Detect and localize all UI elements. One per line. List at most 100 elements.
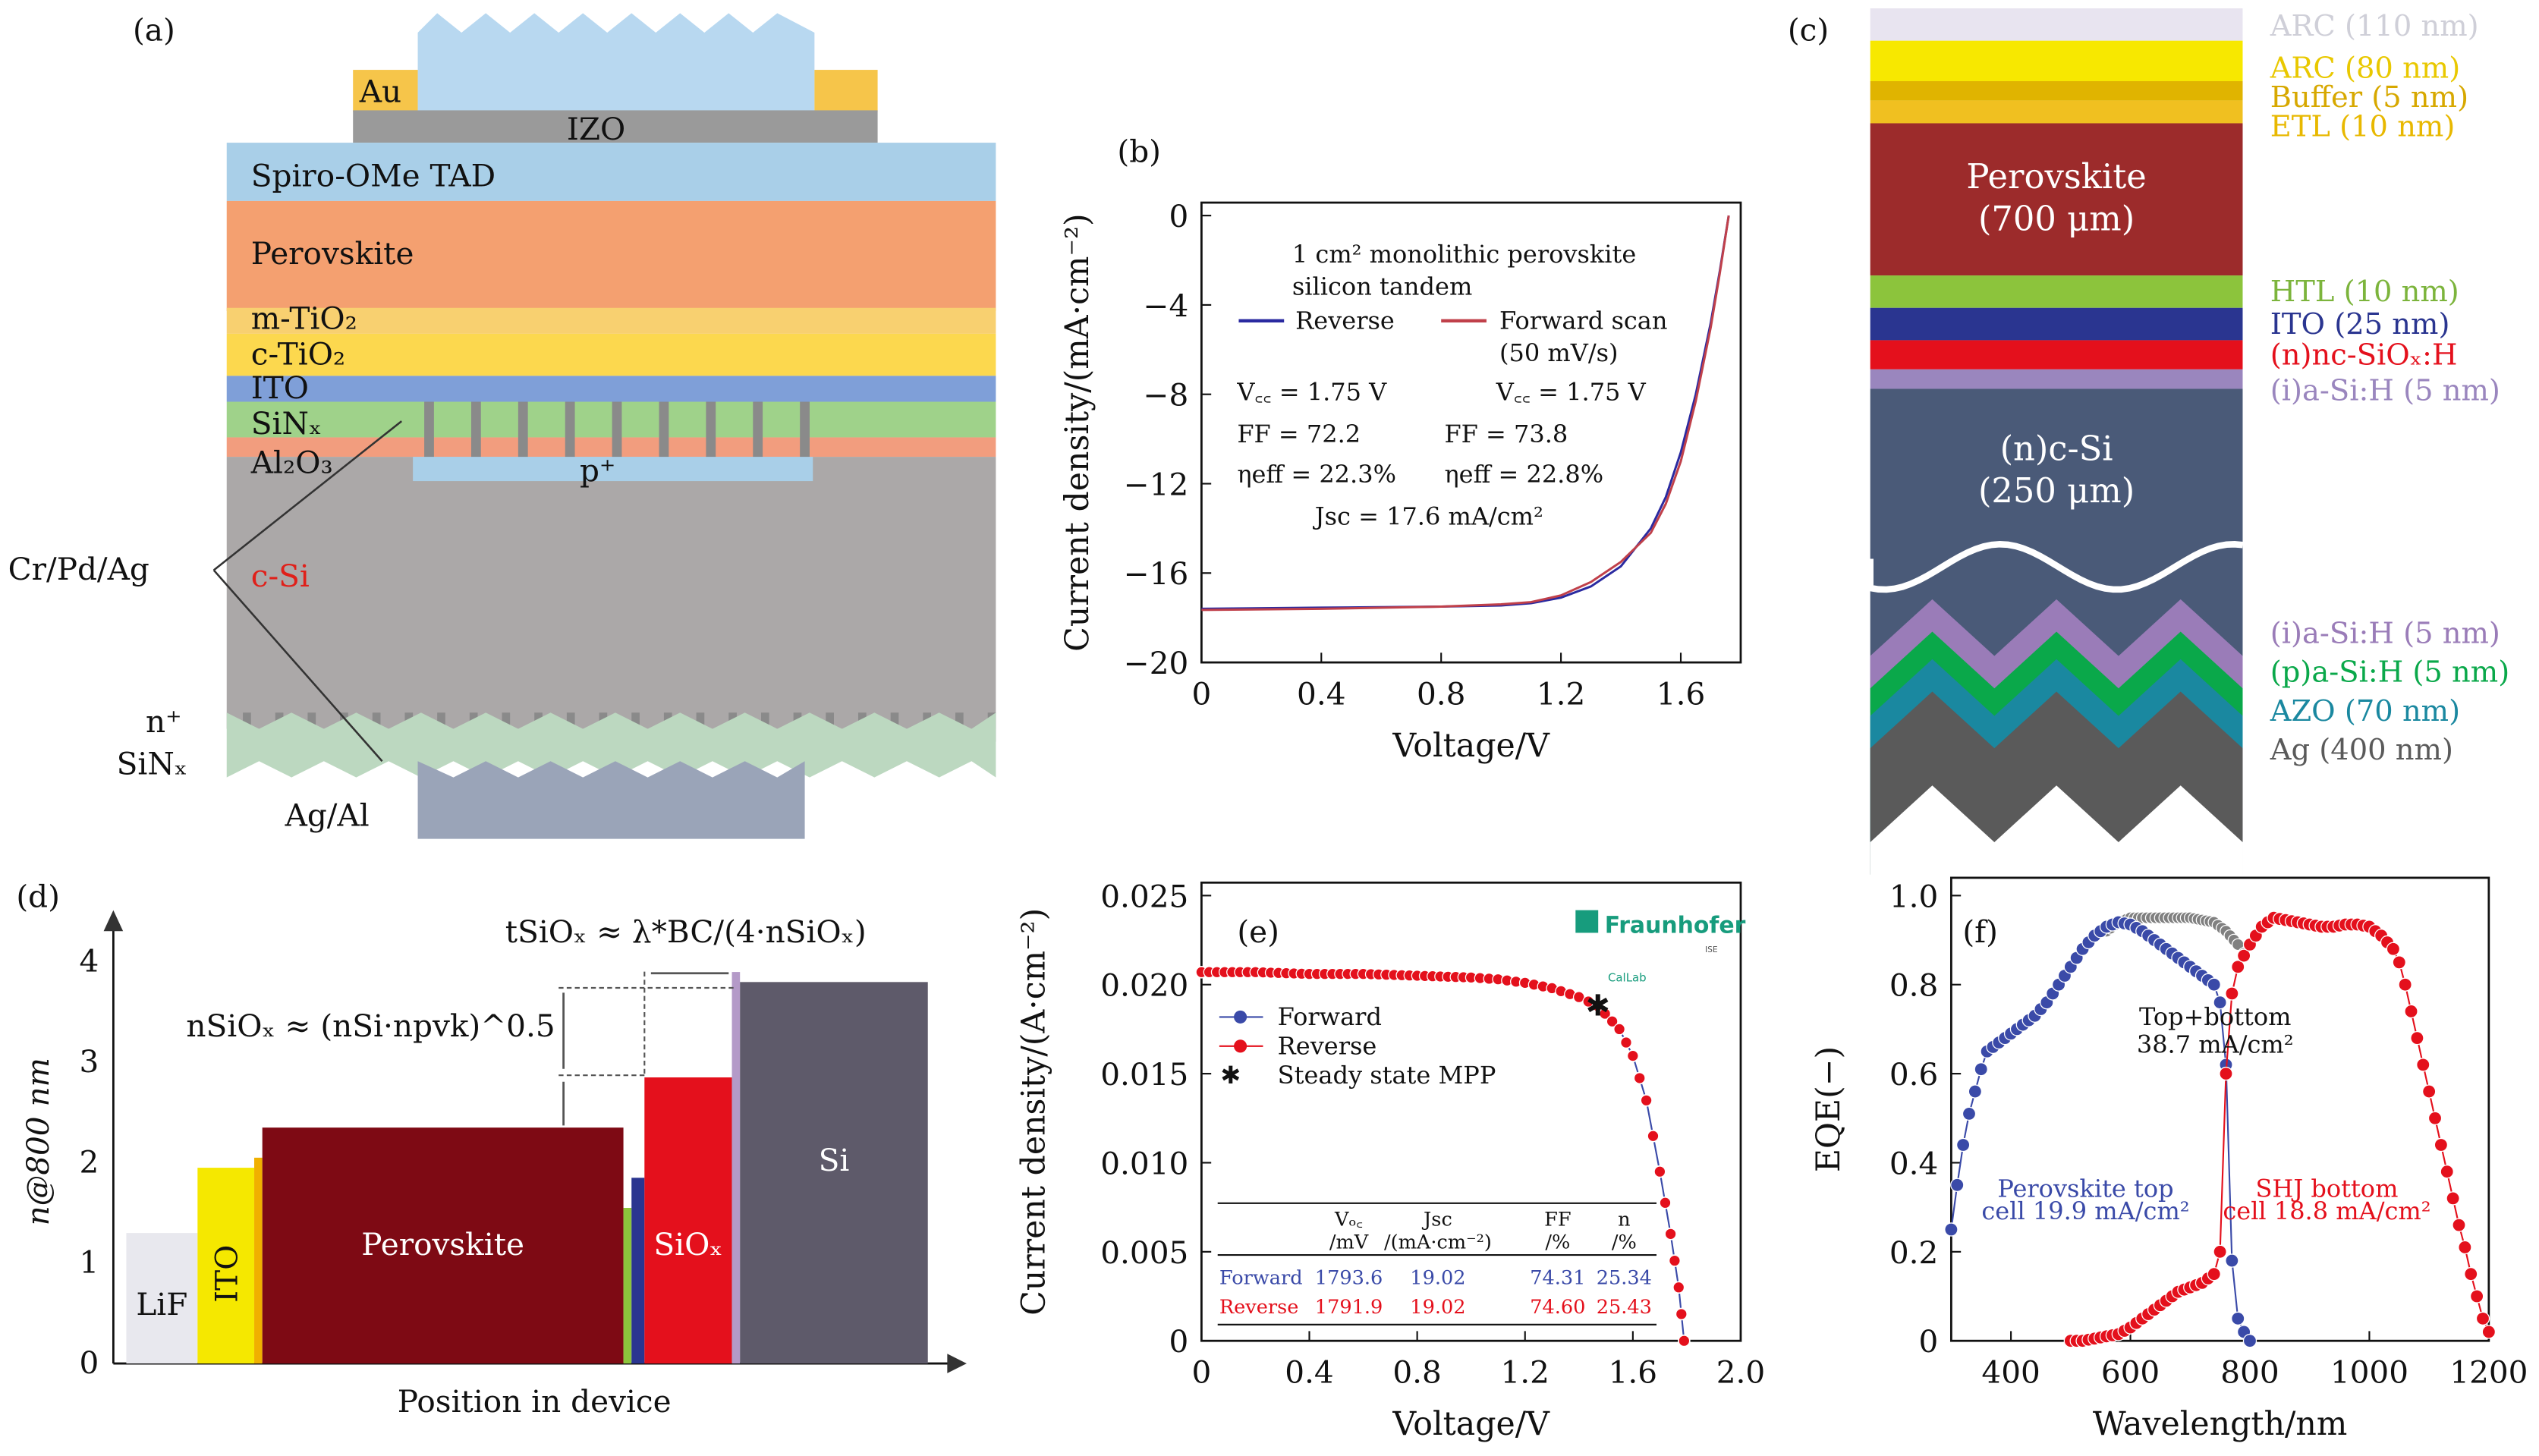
index-bar bbox=[126, 1233, 198, 1364]
data-point-shj-bottom bbox=[2452, 1218, 2466, 1232]
y-tick-label: 1.0 bbox=[1889, 878, 1938, 914]
contact-finger bbox=[753, 401, 763, 458]
x-tick-label: 2.0 bbox=[1716, 1354, 1765, 1391]
legend-marker-reverse bbox=[1234, 1039, 1247, 1053]
pplus-region bbox=[413, 457, 813, 482]
fraunhofer-logo-text: Fraunhofer bbox=[1605, 912, 1746, 939]
data-point-shj-bottom bbox=[2236, 948, 2251, 963]
x-tick-label: 0.4 bbox=[1285, 1354, 1333, 1391]
contact-finger bbox=[612, 401, 622, 458]
data-point-reverse bbox=[1613, 1023, 1625, 1036]
table-cell: 25.34 bbox=[1597, 1267, 1652, 1290]
label-ito: ITO bbox=[251, 370, 309, 406]
label-top-plus-bottom: Top+bottom bbox=[2139, 1002, 2292, 1031]
x-tick-label: 0 bbox=[1191, 1354, 1211, 1391]
y-axis-label: Current density/(mA·cm⁻²) bbox=[1059, 213, 1096, 652]
label-perovskite-top-jsc: cell 19.9 mA/cm² bbox=[1981, 1197, 2189, 1225]
label-cr-pd-ag: Cr/Pd/Ag bbox=[8, 551, 149, 587]
data-point-perovskite-top bbox=[2213, 995, 2227, 1010]
layer-label: (n)nc-SiOₓ:H bbox=[2270, 338, 2458, 372]
panel-label-b: (b) bbox=[1117, 134, 1161, 170]
x-tick-label: 0.4 bbox=[1297, 676, 1345, 712]
layer-label: HTL (10 nm) bbox=[2270, 275, 2459, 309]
data-point-shj-bottom bbox=[2427, 1111, 2443, 1125]
guide-lines bbox=[558, 971, 737, 1077]
layer-label: Buffer (5 nm) bbox=[2270, 80, 2468, 115]
layer-band bbox=[1870, 80, 2243, 101]
ctio2-layer bbox=[226, 333, 996, 376]
x-tick-label: 1.2 bbox=[1537, 676, 1585, 712]
table-header-unit: /% bbox=[1612, 1231, 1637, 1254]
data-point-perovskite-top bbox=[2231, 1311, 2245, 1326]
d-ytick-label: 1 bbox=[79, 1244, 99, 1281]
d-ylabel: n@800 nm bbox=[20, 1058, 56, 1225]
legend-label-reverse: Reverse bbox=[1295, 306, 1395, 335]
data-point-shj-bottom bbox=[2392, 955, 2406, 970]
x-axis-label: Voltage/V bbox=[1392, 1405, 1550, 1443]
data-point-reverse bbox=[1620, 1036, 1632, 1049]
layer-band bbox=[1870, 40, 2243, 81]
panel-d-refractive-index: n@800 nm Position in device tSiOₓ ≈ λ*BC… bbox=[20, 910, 967, 1420]
chart-e-jv-curve: 0 0.4 0.8 1.2 1.6 2.0 0 0.005 0.010 0.015 0.020 0.0… bbox=[1015, 878, 1765, 1443]
y-tick-label: 0.010 bbox=[1100, 1145, 1188, 1181]
data-point-perovskite-top bbox=[1955, 1137, 1971, 1153]
x-tick-label: 400 bbox=[1981, 1354, 2040, 1391]
data-point-perovskite-top bbox=[2207, 977, 2221, 992]
index-bar bbox=[644, 1077, 732, 1364]
legend-marker-forward bbox=[1234, 1010, 1247, 1024]
data-point-shj-bottom bbox=[2416, 1058, 2430, 1072]
layer-band bbox=[1870, 100, 2243, 124]
label-ctio2: c-TiO₂ bbox=[251, 335, 345, 372]
data-point-shj-bottom bbox=[2481, 1325, 2497, 1339]
legend-label-mpp: Steady state MPP bbox=[1278, 1061, 1496, 1090]
panel-label-e: (e) bbox=[1237, 914, 1279, 950]
y-axis-label: EQE(−) bbox=[1810, 1046, 1848, 1172]
data-point-reverse bbox=[1678, 1335, 1691, 1348]
chart-title-line: silicon tandem bbox=[1292, 272, 1472, 301]
data-point-shj-bottom bbox=[2404, 1004, 2418, 1019]
table-cell: 74.60 bbox=[1530, 1296, 1585, 1319]
y-tick-label: 0.015 bbox=[1100, 1056, 1188, 1093]
index-bar bbox=[197, 1168, 255, 1364]
y-axis-label: Current density/(A·cm⁻²) bbox=[1015, 908, 1052, 1316]
d-ytick-label: 4 bbox=[79, 943, 99, 980]
index-bar bbox=[731, 972, 741, 1364]
d-xlabel: Position in device bbox=[398, 1383, 672, 1420]
perovskite-band bbox=[1870, 123, 2243, 276]
data-point-perovskite-top bbox=[2242, 1334, 2257, 1348]
data-point-reverse bbox=[1606, 1015, 1619, 1028]
bar-label: Perovskite bbox=[361, 1226, 524, 1263]
data-point-reverse bbox=[1633, 1072, 1646, 1084]
d-equation-thickness: tSiOₓ ≈ λ*BC/(4·nSiOₓ) bbox=[505, 914, 867, 950]
label-spiro: Spiro-OMe TAD bbox=[251, 158, 496, 194]
annotation-eff_fwd: ηeff = 22.8% bbox=[1444, 460, 1603, 489]
data-point-reverse bbox=[1664, 1228, 1677, 1241]
annotation-voc_rev: V꜀꜀ = 1.75 V bbox=[1236, 377, 1387, 406]
data-point-reverse bbox=[1653, 1165, 1666, 1178]
annotation-ff_rev: FF = 72.2 bbox=[1237, 420, 1361, 448]
x-tick-label: 0.8 bbox=[1392, 1354, 1441, 1391]
x-tick-label: 1000 bbox=[2330, 1354, 2408, 1391]
table-row-label: Forward bbox=[1219, 1267, 1303, 1290]
data-point-shj-bottom bbox=[2446, 1191, 2460, 1206]
table-header: n bbox=[1618, 1209, 1630, 1231]
label-top-plus-bottom-jsc: 38.7 mA/cm² bbox=[2137, 1030, 2294, 1058]
layer-label: (i)a-Si:H (5 nm) bbox=[2270, 373, 2500, 407]
annotation-ff_fwd: FF = 73.8 bbox=[1444, 420, 1568, 448]
table-cell: 19.02 bbox=[1410, 1267, 1465, 1290]
y-tick-label: 0.020 bbox=[1100, 967, 1188, 1004]
dimension-arrows bbox=[562, 972, 729, 1126]
table-cell: 1793.6 bbox=[1315, 1267, 1383, 1290]
contact-finger bbox=[565, 401, 575, 458]
panel-label-f: (f) bbox=[1962, 914, 1998, 950]
label-perovskite: Perovskite bbox=[251, 235, 414, 272]
au-contact-right bbox=[814, 70, 878, 112]
label-au: Au bbox=[359, 74, 401, 110]
data-point-reverse bbox=[1675, 1308, 1688, 1320]
label-sinx: SiNₓ bbox=[251, 405, 322, 442]
data-point-shj-bottom bbox=[2434, 1137, 2449, 1153]
x-tick-label: 0 bbox=[1191, 676, 1211, 712]
legend-marker-mpp: ✱ bbox=[1220, 1061, 1241, 1090]
layer-label: ETL (10 nm) bbox=[2270, 110, 2456, 144]
mtio2-layer bbox=[226, 307, 996, 334]
